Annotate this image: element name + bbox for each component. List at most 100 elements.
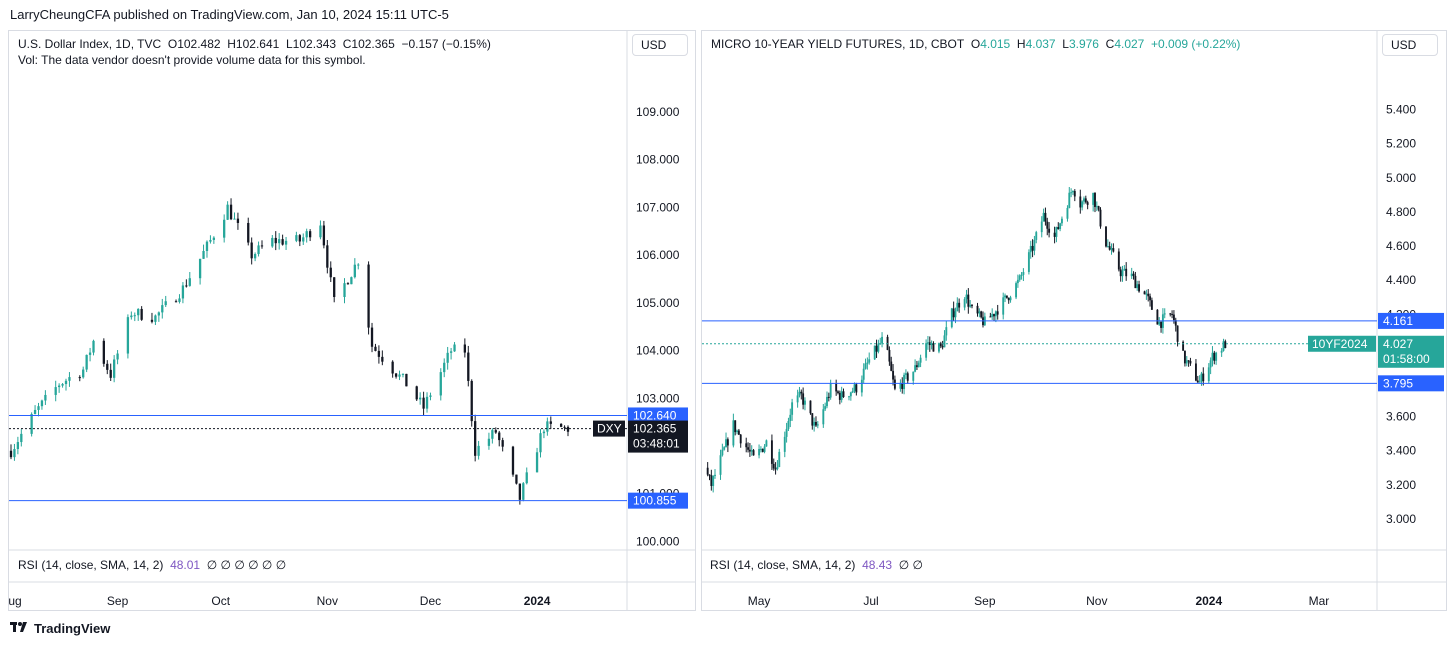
candle-body — [1004, 295, 1006, 298]
dxy-chart-svg[interactable]: 109.000 108.000 107.000 106.000 105.000 104.0… — [9, 31, 695, 610]
candle-body — [133, 315, 136, 317]
dxy-rsi-value: 48.01 — [170, 558, 201, 572]
candle-body — [329, 267, 332, 278]
candle-body — [770, 440, 773, 464]
candle-body — [188, 278, 191, 286]
candle-body — [1055, 227, 1058, 237]
candle-body — [295, 235, 298, 241]
candle-body — [941, 346, 944, 348]
candle-body — [1196, 380, 1199, 383]
candle-body — [989, 316, 992, 318]
candle-body — [958, 302, 961, 308]
y-tick-label: 3.400 — [1386, 444, 1416, 458]
candle-body — [257, 245, 260, 255]
candle-body — [515, 474, 518, 484]
candle-body — [813, 421, 816, 426]
candle-body — [785, 428, 788, 437]
level-price-tag — [1378, 312, 1444, 329]
yield-chart-panel[interactable]: 5.4005.2005.0004.8004.6004.4004.2004.000… — [701, 30, 1447, 611]
candle-body — [174, 301, 178, 303]
dxy-currency-button[interactable]: USD — [632, 34, 688, 56]
yield-rsi-null-values: ∅ ∅ — [898, 558, 924, 572]
candle-body — [278, 239, 281, 244]
candle-body — [1033, 239, 1036, 251]
candle-body — [350, 277, 353, 285]
candle-body — [1044, 212, 1047, 222]
candle-body — [1149, 296, 1152, 301]
candle-body — [9, 450, 13, 458]
candle-body — [800, 391, 803, 394]
y-tick-label: 106.000 — [636, 248, 680, 262]
x-tick-label: May — [748, 594, 771, 608]
candle-body — [357, 264, 360, 266]
candle-body — [1105, 226, 1107, 247]
candle-body — [862, 368, 865, 380]
candle-body — [1029, 245, 1032, 253]
candle-body — [212, 237, 216, 240]
candle-body — [1046, 221, 1049, 229]
candle-body — [1200, 373, 1203, 382]
candle-body — [164, 301, 167, 306]
candle-body — [140, 308, 143, 320]
dxy-rsi-null-values: ∅ ∅ ∅ ∅ ∅ ∅ — [206, 558, 287, 572]
x-tick-label: Sep — [107, 594, 129, 608]
candle-body — [326, 245, 329, 268]
candle-body — [1171, 313, 1174, 315]
candle-body — [712, 475, 715, 486]
last-price-tag — [1378, 335, 1444, 368]
candle-body — [126, 317, 130, 354]
candle-body — [377, 350, 381, 357]
dxy-rsi-legend[interactable]: RSI (14, close, SMA, 14, 2) 48.01 ∅ ∅ ∅ … — [18, 558, 287, 572]
candle-body — [1209, 360, 1212, 368]
candle-body — [725, 439, 727, 448]
candle-body — [398, 374, 401, 377]
yield-chart-svg[interactable]: 5.4005.2005.0004.8004.6004.4004.2004.000… — [702, 31, 1446, 610]
footer-brand[interactable]: TradingView — [10, 620, 110, 636]
candle-body — [956, 302, 959, 312]
candle-body — [226, 204, 229, 220]
y-tick-label: 104.000 — [636, 344, 680, 358]
candle-body — [1083, 198, 1085, 202]
candle-body — [765, 440, 768, 447]
level-price-label: 4.161 — [1383, 314, 1413, 328]
candle-body — [892, 370, 895, 380]
candle-body — [205, 241, 209, 251]
candle-body — [739, 434, 742, 444]
candle-body — [938, 343, 940, 352]
candle-body — [449, 351, 453, 353]
symbol-tag — [1308, 335, 1376, 352]
candle-body — [811, 413, 814, 426]
candle-body — [879, 343, 882, 345]
candle-body — [1145, 293, 1148, 295]
candle-body — [85, 354, 88, 370]
candle-body — [976, 305, 979, 314]
candle-body — [16, 442, 20, 450]
candle-body — [353, 264, 356, 278]
yield-currency-button[interactable]: USD — [1382, 34, 1438, 56]
candle-body — [1068, 192, 1071, 208]
candle-body — [333, 277, 336, 298]
candle-body — [1002, 297, 1005, 315]
candle-body — [826, 396, 828, 407]
symbol-tag-label: 10YF2024 — [1312, 337, 1368, 351]
candle-body — [422, 397, 425, 409]
candle-body — [829, 383, 832, 398]
y-tick-label: 100.000 — [636, 534, 680, 548]
candle-body — [1048, 228, 1051, 233]
yield-rsi-legend[interactable]: RSI (14, close, SMA, 14, 2) 48.43 ∅ ∅ — [710, 558, 924, 572]
y-tick-label: 109.000 — [636, 105, 680, 119]
candle-body — [888, 349, 891, 362]
candle-body — [1022, 271, 1025, 275]
candle-body — [809, 400, 812, 414]
candle-body — [250, 242, 253, 259]
candle-body — [346, 283, 350, 285]
x-tick-label: 2024 — [524, 594, 551, 608]
candle-body — [1070, 192, 1073, 194]
candle-body — [1189, 360, 1192, 364]
yield-legend-title: MICRO 10-YEAR YIELD FUTURES, 1D, CBOT — [711, 37, 965, 51]
last-price-label: 102.365 — [633, 422, 677, 436]
candle-body — [945, 327, 948, 336]
dxy-chart-panel[interactable]: 109.000 108.000 107.000 106.000 105.000 104.0… — [8, 30, 696, 611]
candle-body — [772, 463, 775, 469]
dxy-legend-title: U.S. Dollar Index, 1D, TVC — [18, 37, 162, 51]
